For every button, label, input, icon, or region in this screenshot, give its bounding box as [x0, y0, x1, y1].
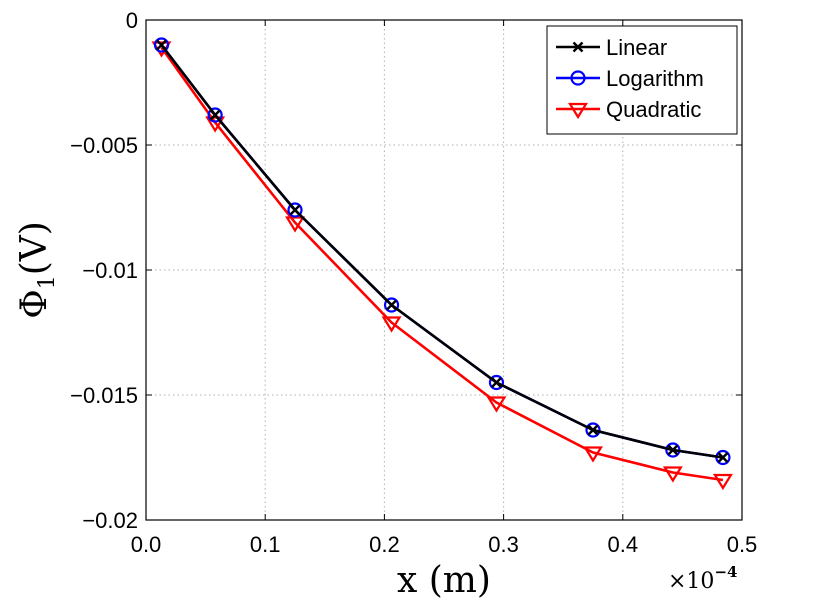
data-point-linear: [491, 377, 502, 388]
x-tick-label: 0.1: [250, 532, 281, 557]
x-tick-label: 0.3: [488, 532, 519, 557]
y-axis-title-unit: (V): [14, 221, 55, 275]
legend: Linear Logarithm Quadratic: [546, 25, 738, 135]
data-point-logarithm: [585, 422, 601, 438]
data-point-logarithm: [153, 37, 170, 53]
legend-marker-quadratic: [568, 102, 588, 120]
data-point-quadratic: [205, 116, 226, 133]
data-point-logarithm: [287, 202, 303, 218]
data-point-linear: [209, 109, 221, 121]
data-point-logarithm: [488, 374, 505, 391]
y-tick-label: −0.02: [82, 508, 138, 533]
data-point-linear: [667, 444, 679, 456]
legend-label-linear: Linear: [606, 35, 667, 60]
data-point-quadratic: [486, 396, 507, 413]
data-point-quadratic: [381, 316, 402, 333]
grid-lines: [146, 20, 742, 520]
legend-label-logarithm: Logarithm: [606, 66, 704, 91]
data-point-linear: [717, 452, 729, 463]
data-point-logarithm: [383, 297, 400, 313]
x-multiplier-exponent: −4: [714, 563, 737, 581]
data-point-linear: [587, 424, 599, 436]
legend-label-quadratic: Quadratic: [606, 97, 701, 122]
data-point-quadratic: [662, 466, 683, 483]
legend-marker-linear: [572, 41, 584, 53]
series-line-quadratic: [160, 46, 724, 482]
data-point-quadratic: [712, 473, 733, 491]
x-axis-title: x (m): [397, 560, 491, 601]
x-tick-label: 0.2: [369, 532, 400, 557]
y-tick-label: 0: [126, 8, 138, 33]
data-point-linear: [156, 39, 167, 51]
legend-entry-logarithm: Logarithm: [556, 66, 704, 91]
data-point-linear: [386, 299, 397, 311]
x-tick-label: 0.5: [727, 532, 758, 557]
x-multiplier-base: ×10: [668, 569, 714, 594]
x-tick-label: 0.4: [608, 532, 639, 557]
x-tick-label: 0.0: [131, 532, 162, 557]
y-axis-title-subscript: 1: [35, 275, 60, 289]
y-axis-title-symbol: Φ: [14, 289, 55, 319]
legend-marker-logarithm: [570, 70, 586, 86]
data-point-quadratic: [583, 446, 603, 463]
legend-items: Linear Logarithm Quadratic: [556, 35, 704, 122]
data-point-linear: [289, 204, 301, 216]
legend-entry-quadratic: Quadratic: [556, 97, 701, 122]
series-line-linear: [160, 44, 724, 459]
axis-ticks: [145, 19, 743, 521]
legend-entry-linear: Linear: [556, 35, 667, 60]
series-layer: [151, 37, 733, 491]
y-tick-label: −0.01: [82, 258, 138, 283]
data-point-logarithm: [207, 107, 223, 123]
y-axis-title: Φ1(V): [14, 221, 60, 319]
y-tick-label: −0.015: [70, 383, 138, 408]
tick-labels: 0.0 0.1 0.2 0.3 0.4 0.5 0 −0.005 −0.01 −0.015 −0.0…: [70, 8, 757, 557]
y-tick-label: −0.005: [70, 133, 138, 158]
x-axis-multiplier: ×10−4: [668, 563, 737, 594]
series-linear: [156, 39, 729, 463]
